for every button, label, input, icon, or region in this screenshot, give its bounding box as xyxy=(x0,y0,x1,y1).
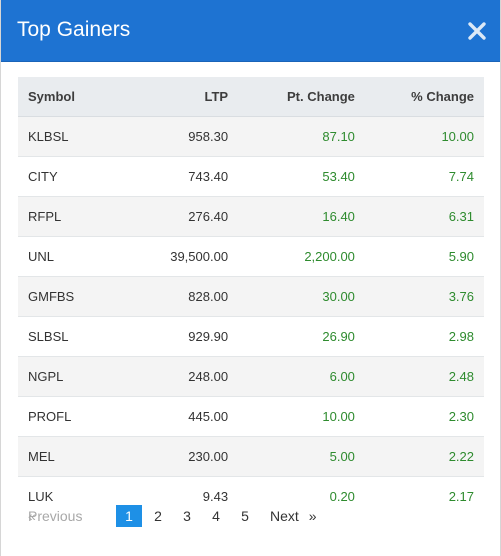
header-ltp[interactable]: LTP xyxy=(135,77,229,117)
cell-ltp: 445.00 xyxy=(135,396,229,437)
cell-pt-change: 2,200.00 xyxy=(228,236,355,277)
cell-ltp: 9.43 xyxy=(135,476,229,516)
cell-pct-change: 2.98 xyxy=(354,316,484,357)
close-icon[interactable] xyxy=(464,18,490,44)
page-1-button[interactable]: 1 xyxy=(116,505,142,527)
page-3-button[interactable]: 3 xyxy=(183,508,191,524)
cell-ltp: 248.00 xyxy=(135,356,229,397)
header-symbol[interactable]: Symbol xyxy=(18,77,136,117)
table-row[interactable]: SLBSL 929.90 26.90 2.98 xyxy=(18,316,484,357)
cell-ltp: 958.30 xyxy=(135,116,229,157)
cell-symbol[interactable]: GMFBS xyxy=(18,276,136,317)
cell-pct-change: 2.22 xyxy=(354,436,484,477)
cell-pt-change: 30.00 xyxy=(228,276,355,317)
table-row[interactable]: PROFL 445.00 10.00 2.30 xyxy=(18,396,484,437)
cell-pt-change: 10.00 xyxy=(228,396,355,437)
cell-pt-change: 87.10 xyxy=(228,116,355,157)
cell-pt-change: 16.40 xyxy=(228,196,355,237)
modal-title: Top Gainers xyxy=(17,18,131,41)
cell-ltp: 230.00 xyxy=(135,436,229,477)
cell-ltp: 39,500.00 xyxy=(135,236,229,277)
cell-pct-change: 2.48 xyxy=(354,356,484,397)
cell-pct-change: 2.17 xyxy=(354,476,484,516)
table-row[interactable]: KLBSL 958.30 87.10 10.00 xyxy=(18,116,484,157)
table-header-row: Symbol LTP Pt. Change % Change xyxy=(18,77,484,117)
cell-pct-change: 7.74 xyxy=(354,156,484,197)
cell-pct-change: 2.30 xyxy=(354,396,484,437)
page-4-button[interactable]: 4 xyxy=(212,508,220,524)
cell-symbol[interactable]: LUK xyxy=(18,476,136,516)
cell-symbol[interactable]: CITY xyxy=(18,156,136,197)
cell-pct-change: 5.90 xyxy=(354,236,484,277)
cell-pt-change: 53.40 xyxy=(228,156,355,197)
cell-symbol[interactable]: NGPL xyxy=(18,356,136,397)
cell-pt-change: 5.00 xyxy=(228,436,355,477)
cell-pct-change: 3.76 xyxy=(354,276,484,317)
cell-symbol[interactable]: MEL xyxy=(18,436,136,477)
modal-header: Top Gainers xyxy=(1,0,500,62)
table-row[interactable]: NGPL 248.00 6.00 2.48 xyxy=(18,356,484,397)
cell-pt-change: 6.00 xyxy=(228,356,355,397)
header-pt-change[interactable]: Pt. Change xyxy=(228,77,355,117)
table-row[interactable]: MEL 230.00 5.00 2.22 xyxy=(18,436,484,477)
cell-pt-change: 26.90 xyxy=(228,316,355,357)
next-label: Next xyxy=(270,508,299,524)
cell-ltp: 276.40 xyxy=(135,196,229,237)
cell-symbol[interactable]: UNL xyxy=(18,236,136,277)
previous-arrow-icon: « xyxy=(28,508,36,524)
next-page-button[interactable]: Next » xyxy=(270,505,317,527)
table-row[interactable]: LUK 9.43 0.20 2.17 xyxy=(18,476,484,516)
page-2-button[interactable]: 2 xyxy=(154,508,162,524)
table-row[interactable]: UNL 39,500.00 2,200.00 5.90 xyxy=(18,236,484,277)
previous-label: Previous xyxy=(28,508,83,524)
cell-pct-change: 6.31 xyxy=(354,196,484,237)
cell-ltp: 929.90 xyxy=(135,316,229,357)
cell-symbol[interactable]: SLBSL xyxy=(18,316,136,357)
next-arrow-icon: » xyxy=(308,508,317,524)
header-pct-change[interactable]: % Change xyxy=(354,77,484,117)
previous-page-button[interactable]: «Previous xyxy=(28,505,82,527)
cell-symbol[interactable]: RFPL xyxy=(18,196,136,237)
cell-pct-change: 10.00 xyxy=(354,116,484,157)
gainers-table: Symbol LTP Pt. Change % Change KLBSL 958… xyxy=(18,77,484,516)
table-row[interactable]: CITY 743.40 53.40 7.74 xyxy=(18,156,484,197)
cell-pt-change: 0.20 xyxy=(228,476,355,516)
cell-symbol[interactable]: PROFL xyxy=(18,396,136,437)
cell-symbol[interactable]: KLBSL xyxy=(18,116,136,157)
cell-ltp: 743.40 xyxy=(135,156,229,197)
cell-ltp: 828.00 xyxy=(135,276,229,317)
table-row[interactable]: RFPL 276.40 16.40 6.31 xyxy=(18,196,484,237)
table-row[interactable]: GMFBS 828.00 30.00 3.76 xyxy=(18,276,484,317)
page-5-button[interactable]: 5 xyxy=(241,508,249,524)
